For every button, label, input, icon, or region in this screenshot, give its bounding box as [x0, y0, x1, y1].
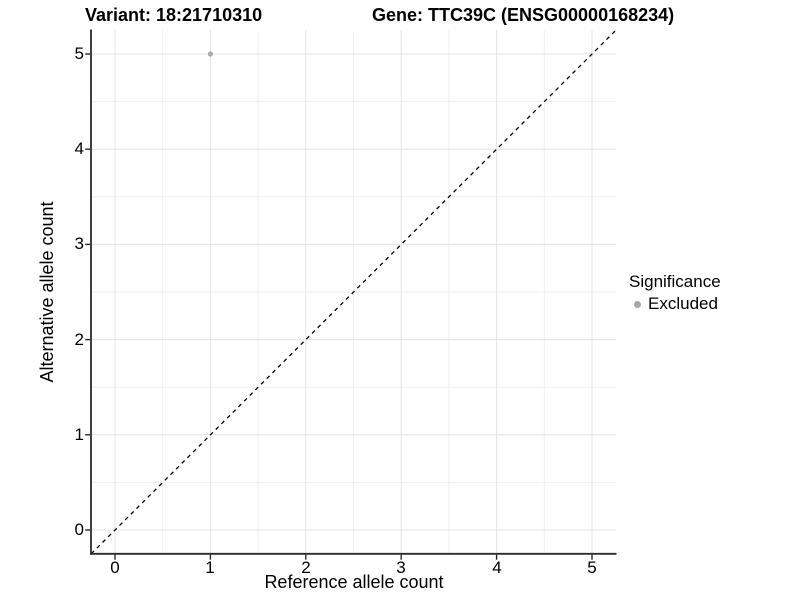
y-tick-label: 3 [74, 234, 84, 253]
x-tick-label: 5 [587, 558, 597, 577]
y-tick-label: 5 [74, 44, 84, 63]
y-tick-label: 2 [74, 330, 84, 349]
plot-title-variant: Variant: 18:21710310 [85, 5, 263, 25]
plot-title-gene: Gene: TTC39C (ENSG00000168234) [372, 5, 675, 25]
tick-marks [85, 53, 593, 560]
legend-item-label: Excluded [648, 294, 718, 313]
x-axis-label: Reference allele count [264, 572, 444, 592]
data-point-excluded [207, 51, 213, 57]
axis-lines [90, 29, 617, 555]
y-tick-label: 1 [74, 425, 84, 444]
x-tick-label: 1 [205, 558, 215, 577]
x-tick-label: 2 [301, 558, 311, 577]
excluded-point-icon [634, 300, 641, 308]
x-tick-label: 3 [396, 558, 406, 577]
y-tick-label: 4 [74, 139, 84, 158]
x-tick-label: 0 [110, 558, 120, 577]
x-tick-label: 4 [492, 558, 502, 577]
legend-item-excluded: Excluded [629, 294, 721, 314]
y-tick-label: 0 [74, 520, 84, 539]
legend: Significance Excluded [629, 272, 721, 314]
identity-reference-line [90, 29, 617, 555]
legend-title: Significance [629, 272, 721, 291]
major-gridlines [91, 30, 616, 554]
